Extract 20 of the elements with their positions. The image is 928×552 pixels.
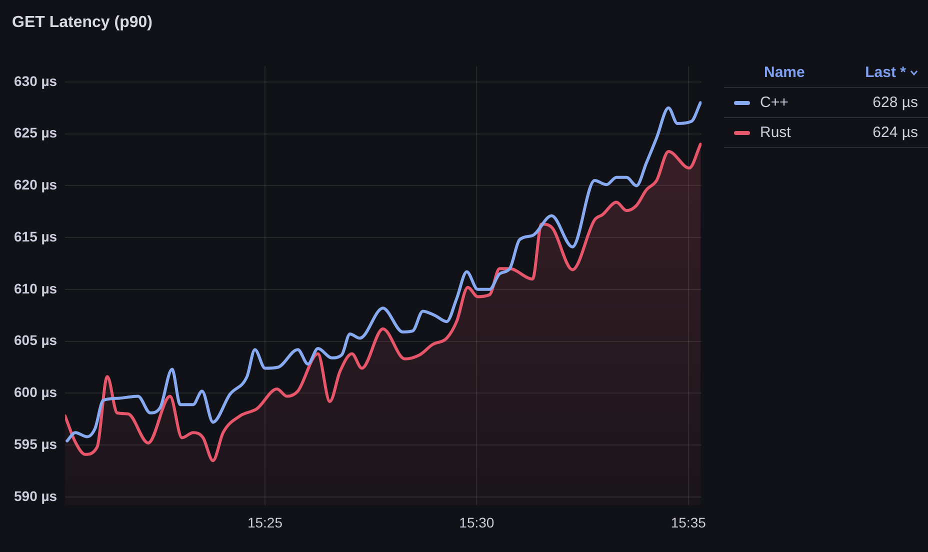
y-tick-label: 610 µs bbox=[14, 280, 58, 296]
y-tick-label: 625 µs bbox=[14, 124, 58, 141]
x-tick-label: 15:35 bbox=[670, 514, 706, 530]
y-tick-label: 620 µs bbox=[14, 176, 58, 193]
y-tick-label: 630 µs bbox=[14, 72, 58, 89]
text: 624 µs bbox=[837, 118, 928, 148]
y-tick-label: 615 µs bbox=[14, 228, 58, 244]
chart-title: GET Latency (p90) bbox=[12, 14, 152, 32]
y-tick-label: 595 µs bbox=[14, 436, 58, 452]
legend-label: C++ bbox=[760, 94, 788, 111]
text: 628 µs bbox=[837, 88, 928, 118]
x-tick-label: 15:30 bbox=[459, 514, 494, 530]
legend-label: Rust bbox=[760, 124, 791, 141]
x-tick-label: 15:25 bbox=[247, 514, 283, 530]
y-tick-label: 605 µs bbox=[14, 332, 58, 348]
y-tick-label: 590 µs bbox=[14, 488, 58, 504]
text: Last * bbox=[865, 64, 906, 81]
line-series bbox=[66, 101, 702, 442]
y-tick-label: 600 µs bbox=[14, 384, 58, 400]
text: Name bbox=[724, 58, 838, 88]
